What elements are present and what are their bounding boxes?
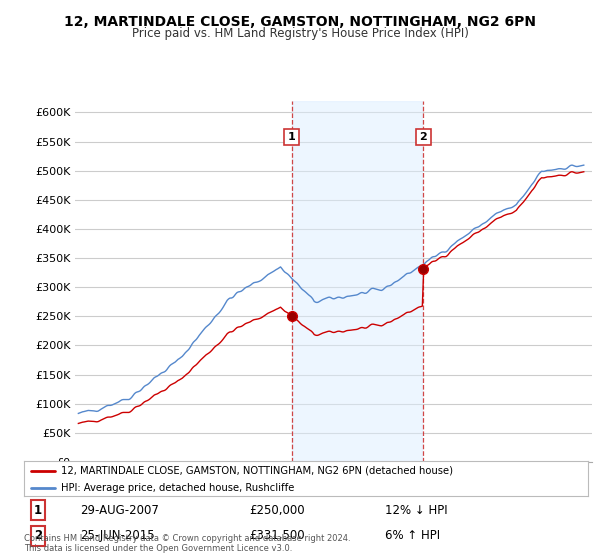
Text: Price paid vs. HM Land Registry's House Price Index (HPI): Price paid vs. HM Land Registry's House … (131, 27, 469, 40)
Text: 6% ↑ HPI: 6% ↑ HPI (385, 529, 440, 543)
Text: 12, MARTINDALE CLOSE, GAMSTON, NOTTINGHAM, NG2 6PN: 12, MARTINDALE CLOSE, GAMSTON, NOTTINGHA… (64, 15, 536, 29)
Text: 2: 2 (419, 132, 427, 142)
Text: 12% ↓ HPI: 12% ↓ HPI (385, 503, 448, 517)
Text: £250,000: £250,000 (250, 503, 305, 517)
Text: 29-AUG-2007: 29-AUG-2007 (80, 503, 159, 517)
Text: 12, MARTINDALE CLOSE, GAMSTON, NOTTINGHAM, NG2 6PN (detached house): 12, MARTINDALE CLOSE, GAMSTON, NOTTINGHA… (61, 465, 452, 475)
Text: 1: 1 (34, 503, 42, 517)
Text: £331,500: £331,500 (250, 529, 305, 543)
Text: Contains HM Land Registry data © Crown copyright and database right 2024.
This d: Contains HM Land Registry data © Crown c… (24, 534, 350, 553)
Text: 2: 2 (34, 529, 42, 543)
Text: 25-JUN-2015: 25-JUN-2015 (80, 529, 155, 543)
Text: HPI: Average price, detached house, Rushcliffe: HPI: Average price, detached house, Rush… (61, 483, 294, 493)
Text: 1: 1 (288, 132, 296, 142)
